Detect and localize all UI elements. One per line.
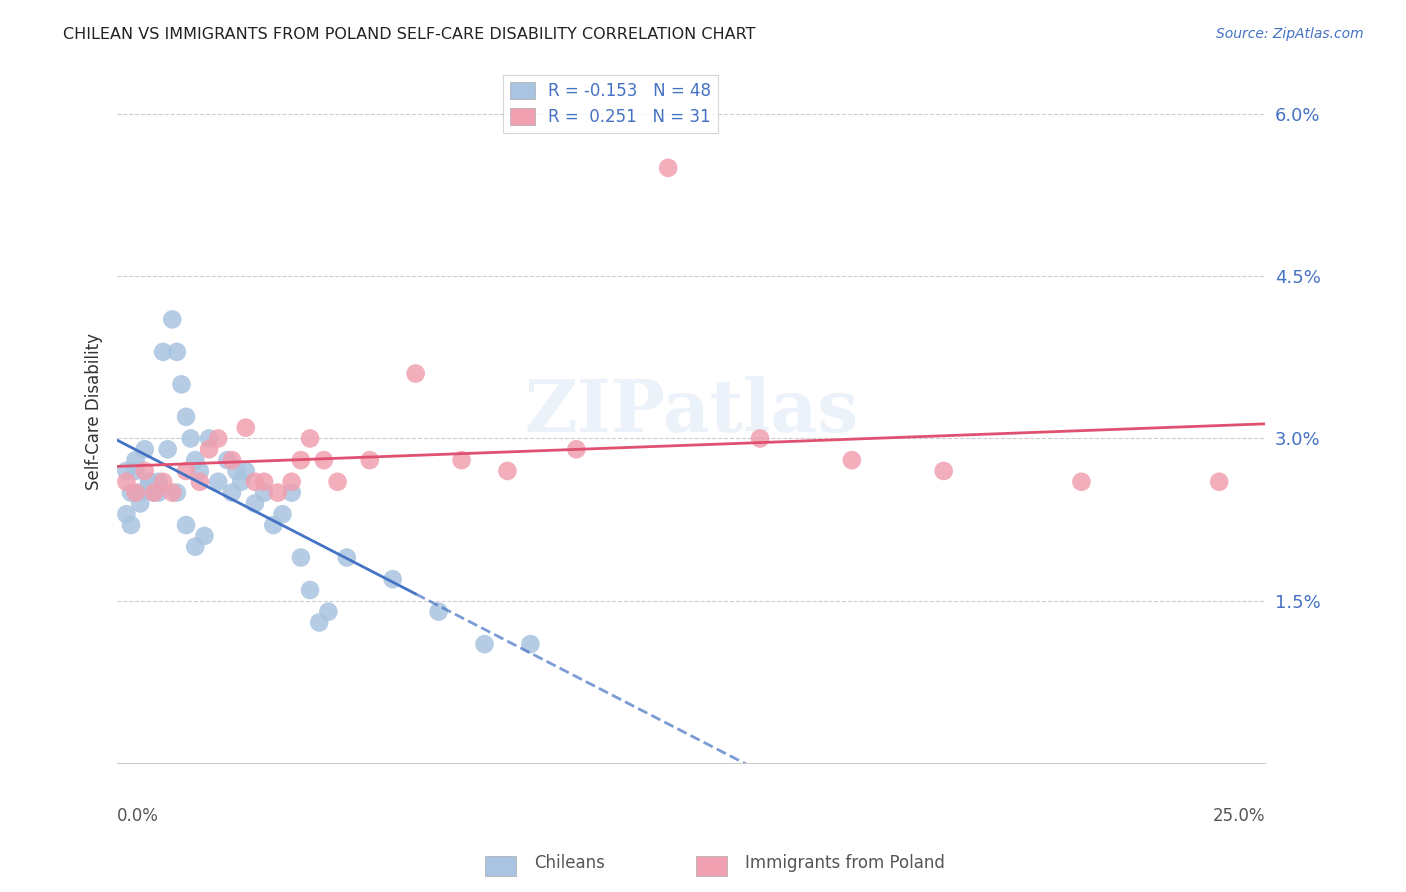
Point — [166, 485, 188, 500]
Point — [198, 442, 221, 457]
Point — [235, 464, 257, 478]
Point — [129, 485, 152, 500]
Point — [221, 485, 243, 500]
Point — [932, 464, 955, 478]
Point — [225, 464, 247, 478]
Point — [253, 475, 276, 489]
Point — [221, 453, 243, 467]
Point — [188, 464, 211, 478]
Point — [299, 582, 322, 597]
Point — [138, 475, 160, 489]
Point — [148, 475, 170, 489]
Point — [381, 572, 404, 586]
Point — [474, 637, 496, 651]
Point — [138, 475, 160, 489]
Point — [308, 615, 330, 630]
Point — [156, 442, 179, 457]
Legend: R = -0.153   N = 48, R =  0.251   N = 31: R = -0.153 N = 48, R = 0.251 N = 31 — [503, 75, 718, 133]
Point — [115, 508, 138, 522]
Point — [142, 485, 165, 500]
Point — [115, 464, 138, 478]
Point — [184, 453, 207, 467]
Point — [217, 453, 239, 467]
Point — [188, 475, 211, 489]
Point — [318, 605, 340, 619]
Point — [243, 475, 266, 489]
Point — [280, 485, 302, 500]
Text: CHILEAN VS IMMIGRANTS FROM POLAND SELF-CARE DISABILITY CORRELATION CHART: CHILEAN VS IMMIGRANTS FROM POLAND SELF-C… — [63, 27, 756, 42]
Text: Immigrants from Poland: Immigrants from Poland — [745, 855, 945, 872]
Point — [1070, 475, 1092, 489]
Point — [134, 442, 156, 457]
Point — [280, 475, 302, 489]
Point — [193, 529, 215, 543]
Point — [207, 475, 229, 489]
Point — [148, 485, 170, 500]
Point — [1208, 475, 1230, 489]
Text: Source: ZipAtlas.com: Source: ZipAtlas.com — [1216, 27, 1364, 41]
Point — [142, 485, 165, 500]
Point — [657, 161, 679, 175]
Point — [231, 475, 253, 489]
Point — [152, 344, 174, 359]
Point — [519, 637, 541, 651]
Point — [243, 496, 266, 510]
Point — [326, 475, 349, 489]
Point — [170, 377, 193, 392]
Point — [427, 605, 450, 619]
Point — [124, 485, 146, 500]
Point — [565, 442, 588, 457]
Point — [124, 464, 146, 478]
Point — [180, 432, 202, 446]
Point — [271, 508, 294, 522]
Point — [174, 518, 197, 533]
Point — [496, 464, 519, 478]
Point — [749, 432, 772, 446]
Point — [166, 344, 188, 359]
Point — [290, 550, 312, 565]
Point — [336, 550, 359, 565]
Point — [134, 464, 156, 478]
Text: 25.0%: 25.0% — [1212, 806, 1265, 824]
Point — [312, 453, 335, 467]
Point — [174, 409, 197, 424]
Point — [162, 312, 184, 326]
Point — [124, 453, 146, 467]
Point — [290, 453, 312, 467]
Point — [152, 475, 174, 489]
Point — [405, 367, 427, 381]
Text: ZIPatlas: ZIPatlas — [524, 376, 858, 447]
Point — [198, 432, 221, 446]
Point — [162, 485, 184, 500]
Point — [262, 518, 284, 533]
Point — [184, 540, 207, 554]
Point — [120, 518, 142, 533]
Point — [299, 432, 322, 446]
Point — [253, 485, 276, 500]
Point — [207, 432, 229, 446]
Point — [450, 453, 472, 467]
Point — [120, 485, 142, 500]
Text: 0.0%: 0.0% — [117, 806, 159, 824]
Point — [235, 420, 257, 434]
Point — [359, 453, 381, 467]
Y-axis label: Self-Care Disability: Self-Care Disability — [86, 333, 103, 490]
Point — [115, 475, 138, 489]
Point — [267, 485, 290, 500]
Point — [841, 453, 863, 467]
Point — [129, 496, 152, 510]
Text: Chileans: Chileans — [534, 855, 605, 872]
Point — [174, 464, 197, 478]
